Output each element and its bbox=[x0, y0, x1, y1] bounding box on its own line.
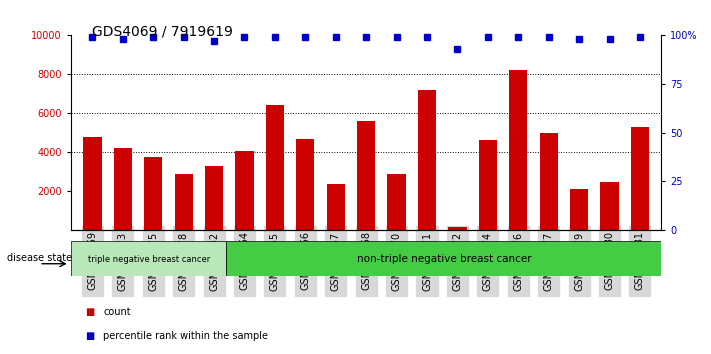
Bar bbox=[144, 157, 162, 230]
Bar bbox=[540, 133, 558, 230]
Text: non-triple negative breast cancer: non-triple negative breast cancer bbox=[356, 254, 531, 264]
Text: ■: ■ bbox=[85, 307, 95, 316]
Bar bbox=[600, 182, 619, 230]
Bar bbox=[387, 174, 406, 230]
Text: count: count bbox=[103, 307, 131, 316]
Text: triple negative breast cancer: triple negative breast cancer bbox=[87, 255, 210, 264]
Text: GDS4069 / 7919619: GDS4069 / 7919619 bbox=[92, 25, 233, 39]
Bar bbox=[570, 189, 588, 230]
Bar bbox=[296, 138, 314, 230]
Bar bbox=[235, 151, 254, 230]
Text: ■: ■ bbox=[85, 331, 95, 341]
Bar bbox=[479, 139, 497, 230]
Text: disease state: disease state bbox=[7, 253, 73, 263]
Bar bbox=[205, 166, 223, 230]
Bar bbox=[418, 90, 436, 230]
Bar bbox=[114, 148, 132, 230]
Bar bbox=[357, 121, 375, 230]
Bar bbox=[449, 227, 466, 230]
Bar bbox=[509, 70, 528, 230]
Bar bbox=[71, 241, 226, 276]
Bar bbox=[631, 127, 649, 230]
Bar bbox=[266, 105, 284, 230]
Bar bbox=[83, 137, 102, 230]
Bar bbox=[226, 241, 661, 276]
Bar bbox=[174, 174, 193, 230]
Text: percentile rank within the sample: percentile rank within the sample bbox=[103, 331, 268, 341]
Bar bbox=[326, 184, 345, 230]
